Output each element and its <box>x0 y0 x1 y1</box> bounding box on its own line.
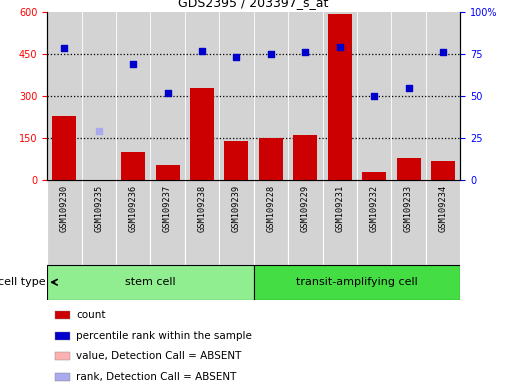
Bar <box>259 138 283 180</box>
Bar <box>121 152 145 180</box>
Bar <box>396 158 420 180</box>
Bar <box>155 165 179 180</box>
Text: cell type: cell type <box>0 277 46 287</box>
Bar <box>219 180 254 265</box>
Text: value, Detection Call = ABSENT: value, Detection Call = ABSENT <box>76 351 242 361</box>
Text: GSM109233: GSM109233 <box>404 185 413 232</box>
Text: percentile rank within the sample: percentile rank within the sample <box>76 331 252 341</box>
Bar <box>185 180 219 265</box>
Text: GSM109232: GSM109232 <box>370 185 379 232</box>
Bar <box>190 88 214 180</box>
Title: GDS2395 / 203397_s_at: GDS2395 / 203397_s_at <box>178 0 329 9</box>
Text: GSM109234: GSM109234 <box>438 185 448 232</box>
Text: GSM109236: GSM109236 <box>129 185 138 232</box>
Bar <box>357 180 391 265</box>
Bar <box>431 161 455 180</box>
Text: rank, Detection Call = ABSENT: rank, Detection Call = ABSENT <box>76 372 236 382</box>
Bar <box>82 180 116 265</box>
Point <box>95 128 103 134</box>
Text: GSM109230: GSM109230 <box>60 185 69 232</box>
Bar <box>52 116 76 180</box>
Bar <box>47 180 82 265</box>
Bar <box>391 180 426 265</box>
Point <box>370 93 378 99</box>
Bar <box>55 373 70 381</box>
Bar <box>151 180 185 265</box>
Bar <box>55 352 70 360</box>
Text: count: count <box>76 310 106 320</box>
Bar <box>224 141 248 180</box>
Bar <box>288 180 323 265</box>
Point <box>129 61 138 67</box>
Point <box>198 48 206 54</box>
Bar <box>328 14 352 180</box>
Bar <box>116 180 151 265</box>
Bar <box>47 265 254 300</box>
Point <box>267 51 275 57</box>
Bar <box>254 180 288 265</box>
Text: GSM109239: GSM109239 <box>232 185 241 232</box>
Point <box>301 49 310 55</box>
Text: GSM109228: GSM109228 <box>266 185 276 232</box>
Bar <box>323 180 357 265</box>
Point <box>439 49 447 55</box>
Bar <box>55 311 70 319</box>
Point <box>404 84 413 91</box>
Bar <box>55 332 70 340</box>
Bar <box>426 180 460 265</box>
Bar <box>254 265 460 300</box>
Text: transit-amplifying cell: transit-amplifying cell <box>296 277 418 287</box>
Text: GSM109229: GSM109229 <box>301 185 310 232</box>
Point <box>60 45 69 51</box>
Text: stem cell: stem cell <box>125 277 176 287</box>
Text: GSM109238: GSM109238 <box>198 185 207 232</box>
Point <box>163 90 172 96</box>
Text: GSM109237: GSM109237 <box>163 185 172 232</box>
Bar <box>293 136 317 180</box>
Text: GSM109231: GSM109231 <box>335 185 344 232</box>
Point <box>336 44 344 50</box>
Text: GSM109235: GSM109235 <box>94 185 103 232</box>
Bar <box>362 172 386 180</box>
Point <box>232 53 241 60</box>
